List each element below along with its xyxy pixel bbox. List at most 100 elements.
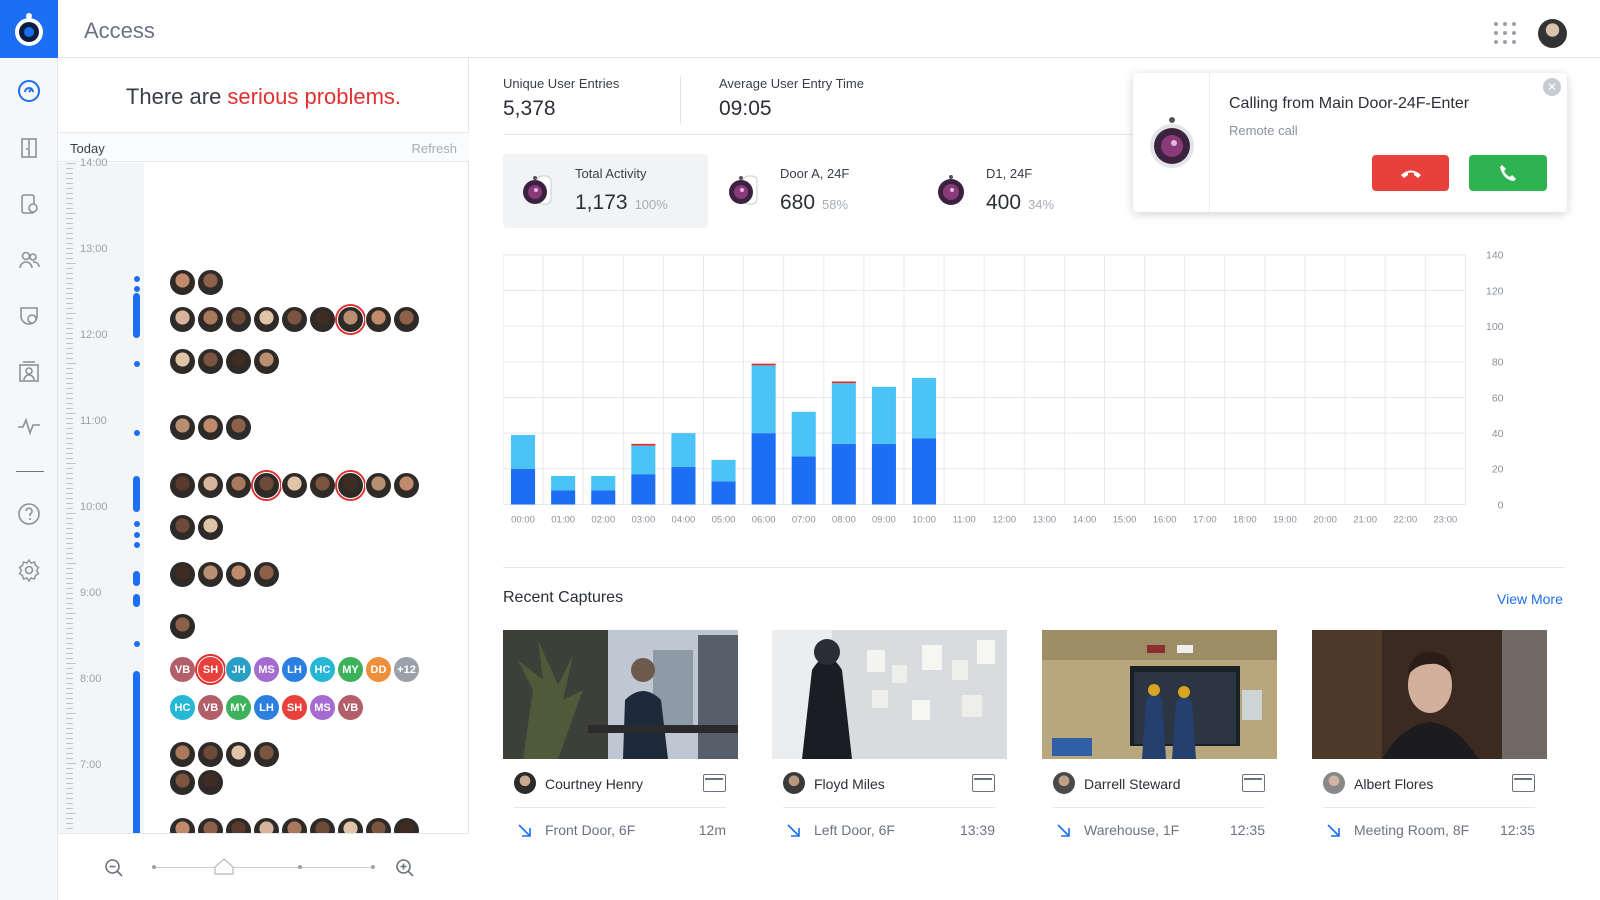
initials-avatar[interactable]: HC (169, 694, 196, 721)
apps-grid-icon[interactable] (1494, 22, 1516, 44)
user-avatar[interactable] (197, 514, 224, 541)
initials-avatar[interactable]: VB (197, 694, 224, 721)
capture-card[interactable]: Albert Flores Meeting Room, 8F 12:35 (1312, 630, 1547, 845)
zoom-out-icon[interactable] (104, 858, 124, 878)
activity-marker[interactable] (133, 476, 140, 512)
users-icon[interactable] (17, 248, 41, 272)
zoom-track[interactable] (152, 867, 374, 868)
zoom-in-icon[interactable] (395, 858, 415, 878)
user-avatar[interactable] (169, 514, 196, 541)
activity-dot[interactable] (133, 532, 140, 538)
user-avatar[interactable] (169, 348, 196, 375)
capture-image[interactable] (1042, 630, 1277, 759)
user-avatar[interactable] (365, 472, 392, 499)
user-avatar[interactable] (197, 472, 224, 499)
user-avatar[interactable] (1538, 19, 1567, 48)
devices-icon[interactable] (17, 192, 41, 216)
refresh-button[interactable]: Refresh (411, 141, 457, 156)
user-avatar[interactable] (225, 348, 252, 375)
user-avatar[interactable] (393, 472, 420, 499)
initials-avatar[interactable]: LH (253, 694, 280, 721)
initials-avatar[interactable]: SH (281, 694, 308, 721)
user-avatar[interactable] (281, 306, 308, 333)
initials-avatar[interactable]: MS (253, 656, 280, 683)
logo[interactable] (0, 0, 58, 58)
id-card-icon[interactable] (1242, 774, 1265, 792)
time-ruler[interactable]: 14:00 13:00 12:00 11:00 10:00 9:00 8:00 7:00 (58, 157, 144, 843)
activity-dot[interactable] (133, 795, 140, 801)
policy-icon[interactable] (17, 304, 41, 328)
user-avatar[interactable] (197, 269, 224, 296)
initials-avatar[interactable]: JH (225, 656, 252, 683)
activity-icon[interactable] (17, 414, 41, 438)
user-avatar[interactable] (337, 472, 364, 499)
initials-avatar[interactable]: +12 (393, 656, 420, 683)
user-avatar[interactable] (225, 561, 252, 588)
user-avatar[interactable] (197, 306, 224, 333)
user-avatar[interactable] (197, 769, 224, 796)
activity-marker[interactable] (133, 671, 140, 866)
user-avatar[interactable] (365, 306, 392, 333)
user-avatar[interactable] (225, 306, 252, 333)
user-avatar[interactable] (225, 741, 252, 768)
user-avatar[interactable] (309, 306, 336, 333)
activity-dot[interactable] (133, 783, 140, 789)
user-avatar[interactable] (253, 306, 280, 333)
user-avatar[interactable] (197, 561, 224, 588)
capture-image[interactable] (772, 630, 1007, 759)
user-avatar[interactable] (281, 472, 308, 499)
activity-marker[interactable] (133, 571, 140, 586)
help-icon[interactable] (17, 502, 41, 526)
initials-avatar[interactable]: MY (337, 656, 364, 683)
initials-avatar[interactable]: VB (169, 656, 196, 683)
id-card-icon[interactable] (972, 774, 995, 792)
user-avatar[interactable] (169, 414, 196, 441)
initials-avatar[interactable]: HC (309, 656, 336, 683)
user-avatar[interactable] (253, 348, 280, 375)
activity-marker[interactable] (133, 293, 140, 338)
initials-avatar[interactable]: LH (281, 656, 308, 683)
user-avatar[interactable] (169, 269, 196, 296)
zoom-handle[interactable] (214, 858, 234, 875)
user-avatar[interactable] (169, 613, 196, 640)
user-avatar[interactable] (169, 472, 196, 499)
decline-call-button[interactable] (1372, 155, 1449, 191)
user-avatar[interactable] (253, 741, 280, 768)
capture-card[interactable]: Floyd Miles Left Door, 6F 13:39 (772, 630, 1007, 845)
activity-dot[interactable] (133, 286, 140, 292)
activity-dot[interactable] (133, 276, 140, 282)
capture-image[interactable] (503, 630, 738, 759)
visitor-icon[interactable] (17, 360, 41, 384)
user-avatar[interactable] (393, 306, 420, 333)
user-avatar[interactable] (197, 741, 224, 768)
accept-call-button[interactable] (1469, 155, 1547, 191)
activity-dot[interactable] (133, 542, 140, 548)
capture-card[interactable]: Darrell Steward Warehouse, 1F 12:35 (1042, 630, 1277, 845)
initials-avatar[interactable]: DD (365, 656, 392, 683)
initials-avatar[interactable]: VB (337, 694, 364, 721)
user-avatar[interactable] (225, 472, 252, 499)
view-more-link[interactable]: View More (1497, 591, 1563, 607)
initials-avatar[interactable]: SH (197, 656, 224, 683)
id-card-icon[interactable] (1512, 774, 1535, 792)
capture-image[interactable] (1312, 630, 1547, 759)
id-card-icon[interactable] (703, 774, 726, 792)
user-avatar[interactable] (197, 414, 224, 441)
user-avatar[interactable] (337, 306, 364, 333)
capture-card[interactable]: Courtney Henry Front Door, 6F 12m (503, 630, 738, 845)
activity-dot[interactable] (133, 430, 140, 436)
initials-avatar[interactable]: MY (225, 694, 252, 721)
door-icon[interactable] (17, 136, 41, 160)
user-avatar[interactable] (169, 741, 196, 768)
activity-dot[interactable] (133, 641, 140, 647)
user-avatar[interactable] (169, 561, 196, 588)
user-avatar[interactable] (197, 348, 224, 375)
activity-marker[interactable] (133, 594, 140, 607)
user-avatar[interactable] (169, 769, 196, 796)
initials-avatar[interactable]: MS (309, 694, 336, 721)
close-icon[interactable]: ✕ (1543, 78, 1561, 96)
user-avatar[interactable] (225, 414, 252, 441)
activity-dot[interactable] (133, 361, 140, 367)
user-avatar[interactable] (253, 472, 280, 499)
user-avatar[interactable] (169, 306, 196, 333)
